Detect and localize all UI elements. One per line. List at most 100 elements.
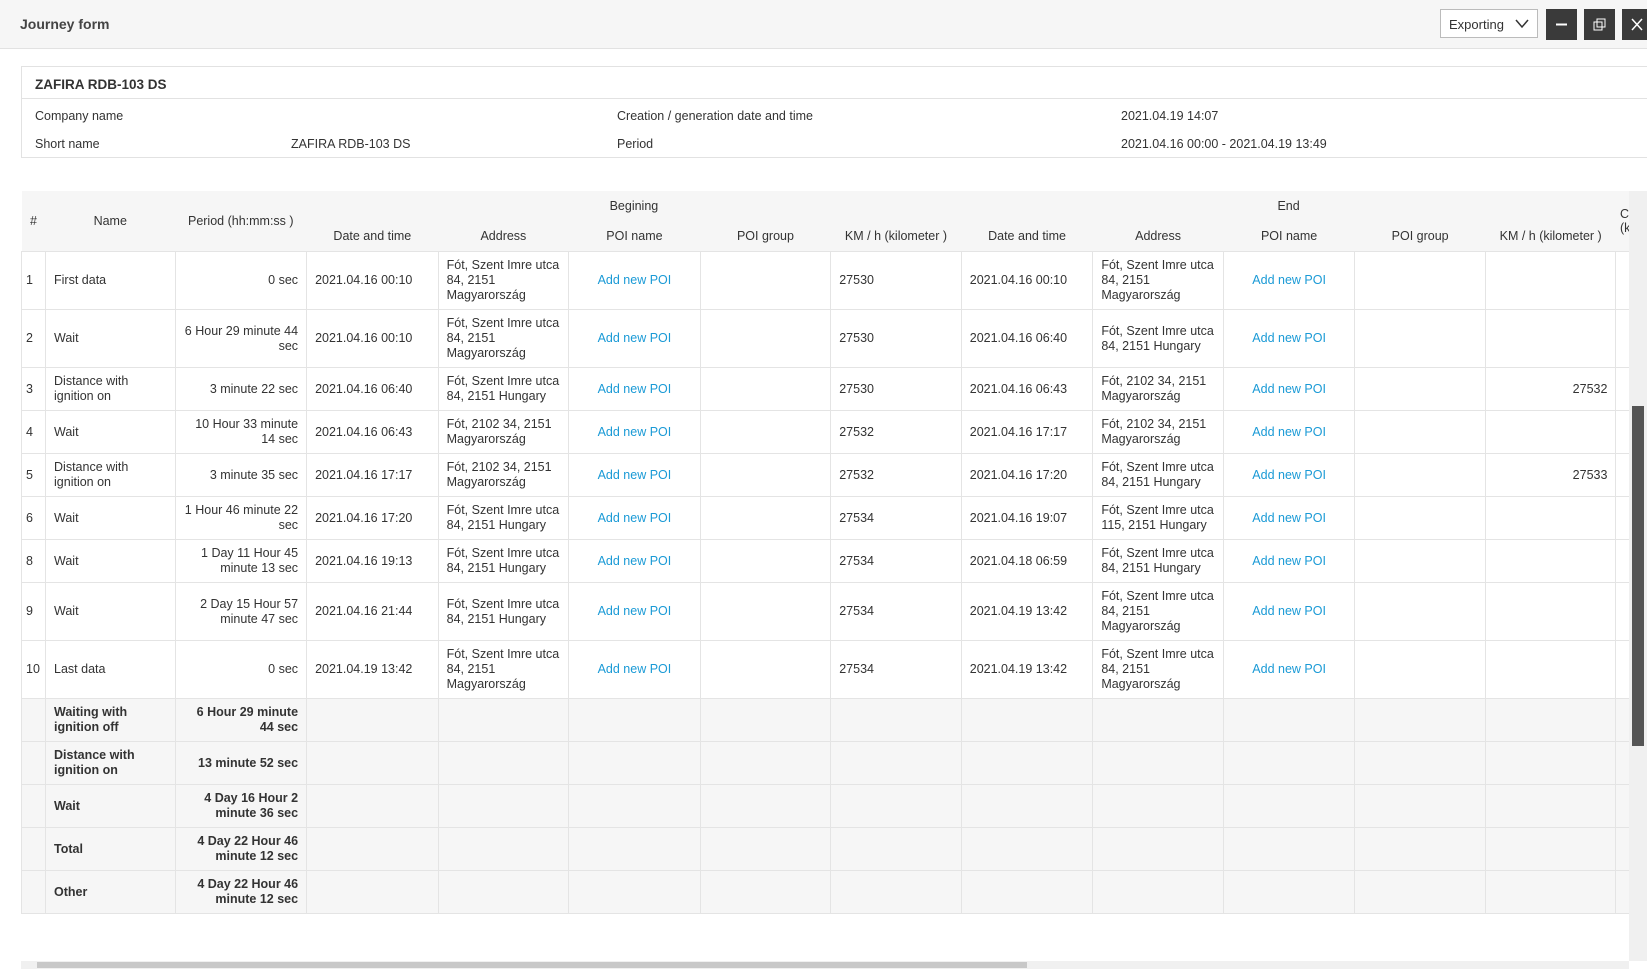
- vehicle-name: ZAFIRA RDB-103 DS: [35, 77, 167, 92]
- cell: 8: [21, 539, 47, 583]
- vehicle-info: ZAFIRA RDB-103 DS Company name Creation …: [21, 66, 1647, 158]
- restore-button[interactable]: [1584, 9, 1615, 40]
- cell: [1354, 784, 1486, 828]
- add-poi-link[interactable]: Add new POI: [1222, 539, 1356, 583]
- cell: [1092, 741, 1224, 785]
- header-cell: Address: [438, 221, 569, 252]
- cell: Fót, 2102 34, 2151 Magyarország: [437, 453, 570, 497]
- add-poi-link[interactable]: Add new POI: [568, 309, 701, 368]
- cell: [1615, 784, 1629, 828]
- cell: Fót, Szent Imre utca 84, 2151 Magyarorsz…: [1092, 582, 1224, 641]
- minimize-button[interactable]: [1546, 9, 1577, 40]
- header-cell: POI group: [1354, 221, 1486, 252]
- add-poi-link[interactable]: Add new POI: [1222, 367, 1356, 411]
- cell: [1615, 453, 1629, 497]
- value: ZAFIRA RDB-103 DS: [291, 137, 411, 151]
- header-row: Date and time Address POI name POI group KM …: [22, 221, 1630, 252]
- summary-label: Waiting with ignition off: [45, 698, 176, 742]
- horizontal-scrollbar[interactable]: [21, 961, 1629, 969]
- cell: 27532: [830, 453, 962, 497]
- cell: 2021.04.16 06:40: [306, 367, 439, 411]
- cell: [1354, 640, 1486, 699]
- add-poi-link[interactable]: Add new POI: [568, 453, 701, 497]
- cell: [568, 784, 701, 828]
- cell: 2021.04.16 06:43: [306, 410, 439, 454]
- cell: 3 minute 35 sec: [174, 453, 308, 497]
- cell: [699, 784, 832, 828]
- export-select[interactable]: Exporting: [1440, 9, 1538, 38]
- cell: [1484, 410, 1617, 454]
- cell: [1222, 741, 1356, 785]
- cell: 4: [21, 410, 47, 454]
- add-poi-link[interactable]: Add new POI: [568, 582, 701, 641]
- cell: [1354, 870, 1486, 914]
- cell: [1222, 784, 1356, 828]
- cell: 6 Hour 29 minute 44 sec: [174, 309, 308, 368]
- cell: [1484, 870, 1617, 914]
- cell: [1615, 539, 1629, 583]
- add-poi-link[interactable]: Add new POI: [1222, 453, 1356, 497]
- title-bar: Journey form Exporting: [0, 0, 1647, 49]
- add-poi-link[interactable]: Add new POI: [568, 496, 701, 540]
- window-title: Journey form: [20, 16, 110, 32]
- cell: [306, 870, 439, 914]
- cell: [1354, 698, 1486, 742]
- cell: Fót, Szent Imre utca 84, 2151 Hungary: [1092, 539, 1224, 583]
- cell: 2021.04.16 06:43: [960, 367, 1094, 411]
- cell: [699, 582, 832, 641]
- add-poi-link[interactable]: Add new POI: [568, 251, 701, 310]
- cell: 2021.04.16 00:10: [306, 309, 439, 368]
- summary-label: Wait: [45, 784, 176, 828]
- cell: Fót, Szent Imre utca 84, 2151 Magyarorsz…: [1092, 251, 1224, 310]
- header-cell: Date and time: [961, 221, 1093, 252]
- cell: [1354, 453, 1486, 497]
- cell: [437, 784, 570, 828]
- export-select-label: Exporting: [1449, 17, 1504, 32]
- add-poi-link[interactable]: Add new POI: [568, 640, 701, 699]
- cell: [1615, 251, 1629, 310]
- cell: Fót, Szent Imre utca 84, 2151 Hungary: [437, 367, 570, 411]
- cell: [1354, 367, 1486, 411]
- cell: [1615, 870, 1629, 914]
- header-cell: End: [961, 191, 1616, 221]
- header-cell: KM / h (kilometer ): [830, 221, 962, 252]
- add-poi-link[interactable]: Add new POI: [1222, 582, 1356, 641]
- close-button[interactable]: [1622, 9, 1647, 40]
- add-poi-link[interactable]: Add new POI: [1222, 640, 1356, 699]
- cell: [21, 870, 47, 914]
- cell: 1: [21, 251, 47, 310]
- cell: Fót, Szent Imre utca 84, 2151 Hungary: [437, 496, 570, 540]
- add-poi-link[interactable]: Add new POI: [568, 410, 701, 454]
- cell: 27532: [1484, 367, 1617, 411]
- add-poi-link[interactable]: Add new POI: [1222, 410, 1356, 454]
- cell: 9: [21, 582, 47, 641]
- cell: 27533: [1484, 453, 1617, 497]
- cell: [1615, 582, 1629, 641]
- add-poi-link[interactable]: Add new POI: [1222, 251, 1356, 310]
- cell: 2021.04.16 21:44: [306, 582, 439, 641]
- cell: [1222, 827, 1356, 871]
- cell: [1354, 827, 1486, 871]
- header-cell: Canbus distance (kilometer): [1615, 191, 1629, 252]
- cell: 27530: [830, 367, 962, 411]
- header-cell: #: [21, 191, 46, 252]
- add-poi-link[interactable]: Add new POI: [1222, 309, 1356, 368]
- header-cell: POI name: [1223, 221, 1355, 252]
- summary-row: Waiting with ignition off 6 Hour 29 minut…: [21, 698, 1629, 742]
- data-row: 2 Wait 6 Hour 29 minute 44 sec 2021.04.16 0…: [21, 309, 1629, 368]
- add-poi-link[interactable]: Add new POI: [568, 539, 701, 583]
- add-poi-link[interactable]: Add new POI: [1222, 496, 1356, 540]
- cell: [1615, 640, 1629, 699]
- cell: [21, 741, 47, 785]
- cell: [830, 698, 962, 742]
- cell: [1484, 539, 1617, 583]
- cell: 2021.04.16 17:17: [306, 453, 439, 497]
- cell: 2021.04.16 06:40: [960, 309, 1094, 368]
- cell: [699, 741, 832, 785]
- summary-value: 4 Day 22 Hour 46 minute 12 sec: [174, 870, 308, 914]
- cell: Fót, Szent Imre utca 84, 2151 Magyarorsz…: [437, 640, 570, 699]
- vertical-scrollbar[interactable]: [1629, 191, 1647, 961]
- cell: [960, 827, 1094, 871]
- add-poi-link[interactable]: Add new POI: [568, 367, 701, 411]
